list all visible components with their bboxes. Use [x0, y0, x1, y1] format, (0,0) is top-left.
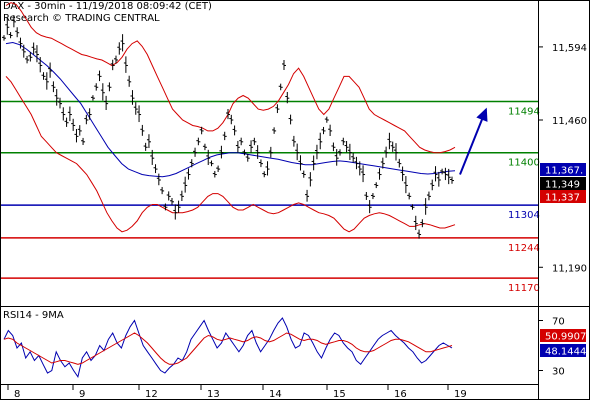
chart-header-line1: DAX - 30min - 11/19/2018 08:09:42 (CET) — [3, 1, 212, 12]
value-tag-2: 11,337 — [545, 193, 580, 204]
projection-arrow-head — [476, 107, 488, 122]
level-label-11494: 11494 — [508, 106, 540, 117]
rsi-series-RSI14 — [3, 317, 453, 379]
value-tag-0: 11,367. — [545, 166, 583, 177]
rsi-value-tag-bg-0 — [540, 329, 586, 342]
x-tick-label-6: 16 — [394, 389, 407, 400]
value-tag-bg-0 — [540, 163, 586, 176]
rsi-value-tag-bg-1 — [540, 344, 586, 357]
x-tick-label-1: 9 — [79, 389, 85, 400]
x-tick-label-2: 12 — [145, 389, 158, 400]
rsi-value-tag-1: 48.1444 — [545, 347, 586, 358]
rsi-ytick-label-0: 70 — [552, 317, 565, 328]
series-bollinger-upper — [5, 2, 456, 154]
price-panel: 11494 11400 11304 11244 11170 11,367. 11,349 11… — [0, 2, 586, 294]
value-tag-bg-1 — [540, 177, 586, 190]
x-tick-label-4: 14 — [269, 389, 282, 400]
value-tag-1: 11,349 — [545, 180, 580, 191]
chart-header-line2: Research © TRADING CENTRAL — [3, 13, 160, 24]
price-ytick-label-2: 11,190 — [552, 263, 587, 274]
level-label-11170: 11170 — [508, 283, 540, 294]
series-bollinger-lower — [5, 76, 456, 233]
level-label-11304: 11304 — [508, 210, 540, 221]
x-tick-label-7: 19 — [454, 389, 467, 400]
level-label-11400: 11400 — [508, 158, 540, 169]
price-ytick-label-0: 11,594 — [552, 43, 587, 54]
x-tick-label-5: 15 — [333, 389, 346, 400]
series-moving-average — [5, 41, 456, 178]
x-tick-label-3: 13 — [207, 389, 220, 400]
level-label-11244: 11244 — [508, 243, 540, 254]
rsi-panel: RSI14 - 9MA 50.9907 48.1444 — [3, 310, 586, 379]
rsi-value-tag-0: 50.9907 — [545, 332, 586, 343]
x-tick-label-0: 8 — [14, 389, 20, 400]
price-ytick-label-1: 11,460 — [552, 116, 587, 127]
rsi-ytick-label-1: 30 — [552, 367, 565, 378]
value-tag-bg-2 — [540, 190, 586, 203]
rsi-series-9MA — [3, 332, 453, 365]
rsi-panel-label: RSI14 - 9MA — [3, 310, 64, 321]
projection-arrow-shaft — [459, 109, 487, 175]
